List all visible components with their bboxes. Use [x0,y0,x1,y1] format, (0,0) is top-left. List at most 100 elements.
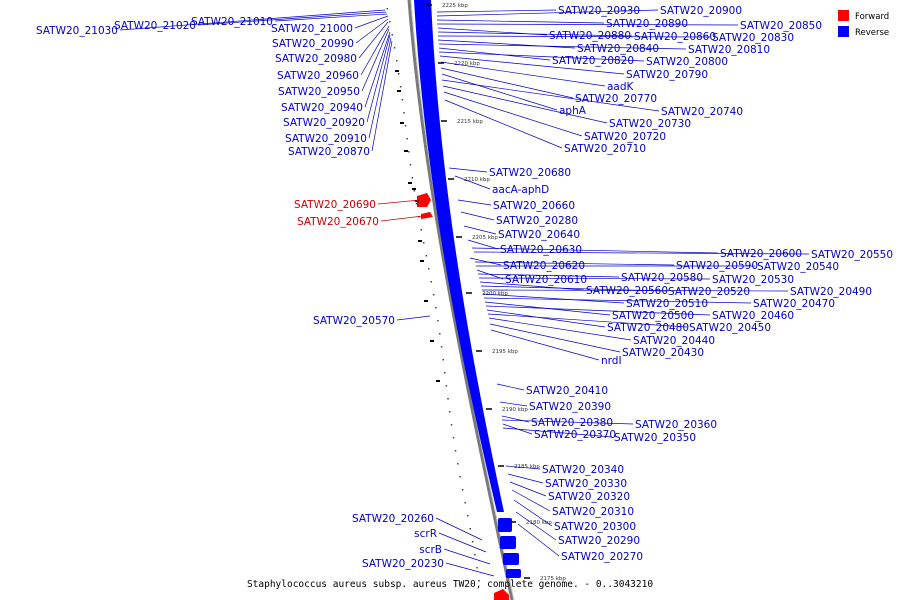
feature-label-satw20-20770[interactable]: SATW20_20770 [575,93,657,105]
feature-label-satw20-20810[interactable]: SATW20_20810 [688,44,770,56]
feature-label-scrb[interactable]: scrB [419,544,442,556]
feature-label-aaca-aphd[interactable]: aacA-aphD [492,184,549,196]
feature-label-satw20-20520[interactable]: SATW20_20520 [668,286,750,298]
feature-label-satw20-20640[interactable]: SATW20_20640 [498,229,580,241]
connector-satw20-20840 [437,39,576,49]
feature-label-aadk[interactable]: aadK [607,81,635,93]
connector-satw20-20930 [436,9,557,13]
feature-label-satw20-20500[interactable]: SATW20_20500 [612,310,694,322]
scale-ticks: 2225 kbp 2220 kbp 2215 kbp 2210 kbp 2205 kbp… [426,3,566,582]
feature-label-satw20-20880[interactable]: SATW20_20880 [549,30,631,42]
feature-label-scrr[interactable]: scrR [414,528,437,540]
feature-label-satw20-20330[interactable]: SATW20_20330 [545,478,627,490]
feature-label-satw20-20980[interactable]: SATW20_20980 [275,53,357,65]
feature-label-satw20-20940[interactable]: SATW20_20940 [281,102,363,114]
feature-label-satw20-20690[interactable]: SATW20_20690 [294,199,376,211]
feature-label-satw20-20680[interactable]: SATW20_20680 [489,167,571,179]
feature-label-nrdi[interactable]: nrdI [601,355,622,367]
feature-label-satw20-20570[interactable]: SATW20_20570 [313,315,395,327]
feature-label-satw20-20910[interactable]: SATW20_20910 [285,133,367,145]
feature-label-satw20-20600[interactable]: SATW20_20600 [720,248,802,260]
feature-label-satw20-20960[interactable]: SATW20_20960 [277,70,359,82]
guide-dot [464,502,466,504]
feature-label-satw20-20800[interactable]: SATW20_20800 [646,56,728,68]
feature-label-satw20-20930[interactable]: SATW20_20930 [558,5,640,17]
feature-label-satw20-20990[interactable]: SATW20_20990 [272,38,354,50]
feature-label-satw20-20450[interactable]: SATW20_20450 [689,322,771,334]
feature-label-satw20-20850[interactable]: SATW20_20850 [740,20,822,32]
connector-satw20-20800 [438,51,645,62]
reverse-feature-block[interactable] [500,536,516,549]
feature-label-satw20-20510[interactable]: SATW20_20510 [626,298,708,310]
connector-satw20-20860 [437,31,633,37]
connector-satw20-20290 [515,511,557,541]
feature-label-satw20-20340[interactable]: SATW20_20340 [542,464,624,476]
tick-label: 2220 kbp [454,61,480,67]
feature-label-satw20-20560[interactable]: SATW20_20560 [586,285,668,297]
feature-label-satw20-20310[interactable]: SATW20_20310 [552,506,634,518]
connector-satw20-20850 [436,23,739,26]
forward-feature-satw20-20690[interactable] [417,193,431,207]
feature-label-satw20-20490[interactable]: SATW20_20490 [790,286,872,298]
reverse-feature-block[interactable] [498,518,512,532]
feature-label-satw20-20460[interactable]: SATW20_20460 [712,310,794,322]
connector-satw20-20790 [439,55,625,75]
feature-label-satw20-20270[interactable]: SATW20_20270 [561,551,643,563]
feature-label-satw20-20350[interactable]: SATW20_20350 [614,432,696,444]
feature-label-satw20-20540[interactable]: SATW20_20540 [757,261,839,273]
feature-label-satw20-20470[interactable]: SATW20_20470 [753,298,835,310]
feature-label-satw20-20890[interactable]: SATW20_20890 [606,18,688,30]
feature-label-satw20-20360[interactable]: SATW20_20360 [635,419,717,431]
feature-label-satw20-21030[interactable]: SATW20_21030 [36,25,118,37]
feature-label-satw20-20920[interactable]: SATW20_20920 [283,117,365,129]
feature-label-satw20-20660[interactable]: SATW20_20660 [493,200,575,212]
forward-feature-bottom[interactable] [494,589,509,600]
feature-label-satw20-20550[interactable]: SATW20_20550 [811,249,893,261]
feature-label-satw20-20290[interactable]: SATW20_20290 [558,535,640,547]
feature-label-satw20-21010[interactable]: SATW20_21010 [191,16,273,28]
feature-label-satw20-20370[interactable]: SATW20_20370 [534,429,616,441]
feature-label-satw20-20300[interactable]: SATW20_20300 [554,521,636,533]
feature-label-satw20-20610[interactable]: SATW20_20610 [505,274,587,286]
reverse-strand-features[interactable] [414,0,504,512]
feature-label-satw20-20230[interactable]: SATW20_20230 [362,558,444,570]
feature-label-satw20-20530[interactable]: SATW20_20530 [712,274,794,286]
feature-label-satw20-20830[interactable]: SATW20_20830 [712,32,794,44]
feature-label-satw20-20620[interactable]: SATW20_20620 [503,260,585,272]
feature-label-satw20-20590[interactable]: SATW20_20590 [676,260,758,272]
feature-label-satw20-21000[interactable]: SATW20_21000 [271,23,353,35]
feature-label-satw20-20900[interactable]: SATW20_20900 [660,5,742,17]
feature-label-satw20-20670[interactable]: SATW20_20670 [297,216,379,228]
feature-label-satw20-20380[interactable]: SATW20_20380 [531,417,613,429]
feature-label-satw20-20820[interactable]: SATW20_20820 [552,55,634,67]
tick-label: 2205 kbp [472,235,498,241]
reverse-feature-block[interactable] [503,553,519,565]
connector-satw20-20490 [481,289,789,292]
feature-label-satw20-20860[interactable]: SATW20_20860 [634,31,716,43]
reverse-feature-block[interactable] [506,569,521,578]
feature-label-satw20-21020[interactable]: SATW20_21020 [114,20,196,32]
forward-feature-satw20-20670[interactable] [421,212,433,219]
connector-satw20-20440 [488,317,632,341]
feature-label-satw20-20580[interactable]: SATW20_20580 [621,272,703,284]
feature-label-satw20-20710[interactable]: SATW20_20710 [564,143,646,155]
feature-label-satw20-20260[interactable]: SATW20_20260 [352,513,434,525]
feature-label-satw20-20870[interactable]: SATW20_20870 [288,146,370,158]
feature-label-satw20-20390[interactable]: SATW20_20390 [529,401,611,413]
feature-label-satw20-20790[interactable]: SATW20_20790 [626,69,708,81]
feature-label-satw20-20440[interactable]: SATW20_20440 [633,335,715,347]
guide-dot [437,320,439,322]
feature-label-satw20-20730[interactable]: SATW20_20730 [609,118,691,130]
feature-label-satw20-20720[interactable]: SATW20_20720 [584,131,666,143]
feature-label-satw20-20840[interactable]: SATW20_20840 [577,43,659,55]
feature-label-satw20-20430[interactable]: SATW20_20430 [622,347,704,359]
feature-label-satw20-20630[interactable]: SATW20_20630 [500,244,582,256]
feature-label-satw20-20280[interactable]: SATW20_20280 [496,215,578,227]
feature-label-satw20-20320[interactable]: SATW20_20320 [548,491,630,503]
feature-label-satw20-20410[interactable]: SATW20_20410 [526,385,608,397]
feature-label-satw20-20740[interactable]: SATW20_20740 [661,106,743,118]
feature-label-satw20-20480[interactable]: SATW20_20480 [607,322,689,334]
feature-label-satw20-20950[interactable]: SATW20_20950 [278,86,360,98]
feature-label-apha[interactable]: aphA [559,105,587,117]
